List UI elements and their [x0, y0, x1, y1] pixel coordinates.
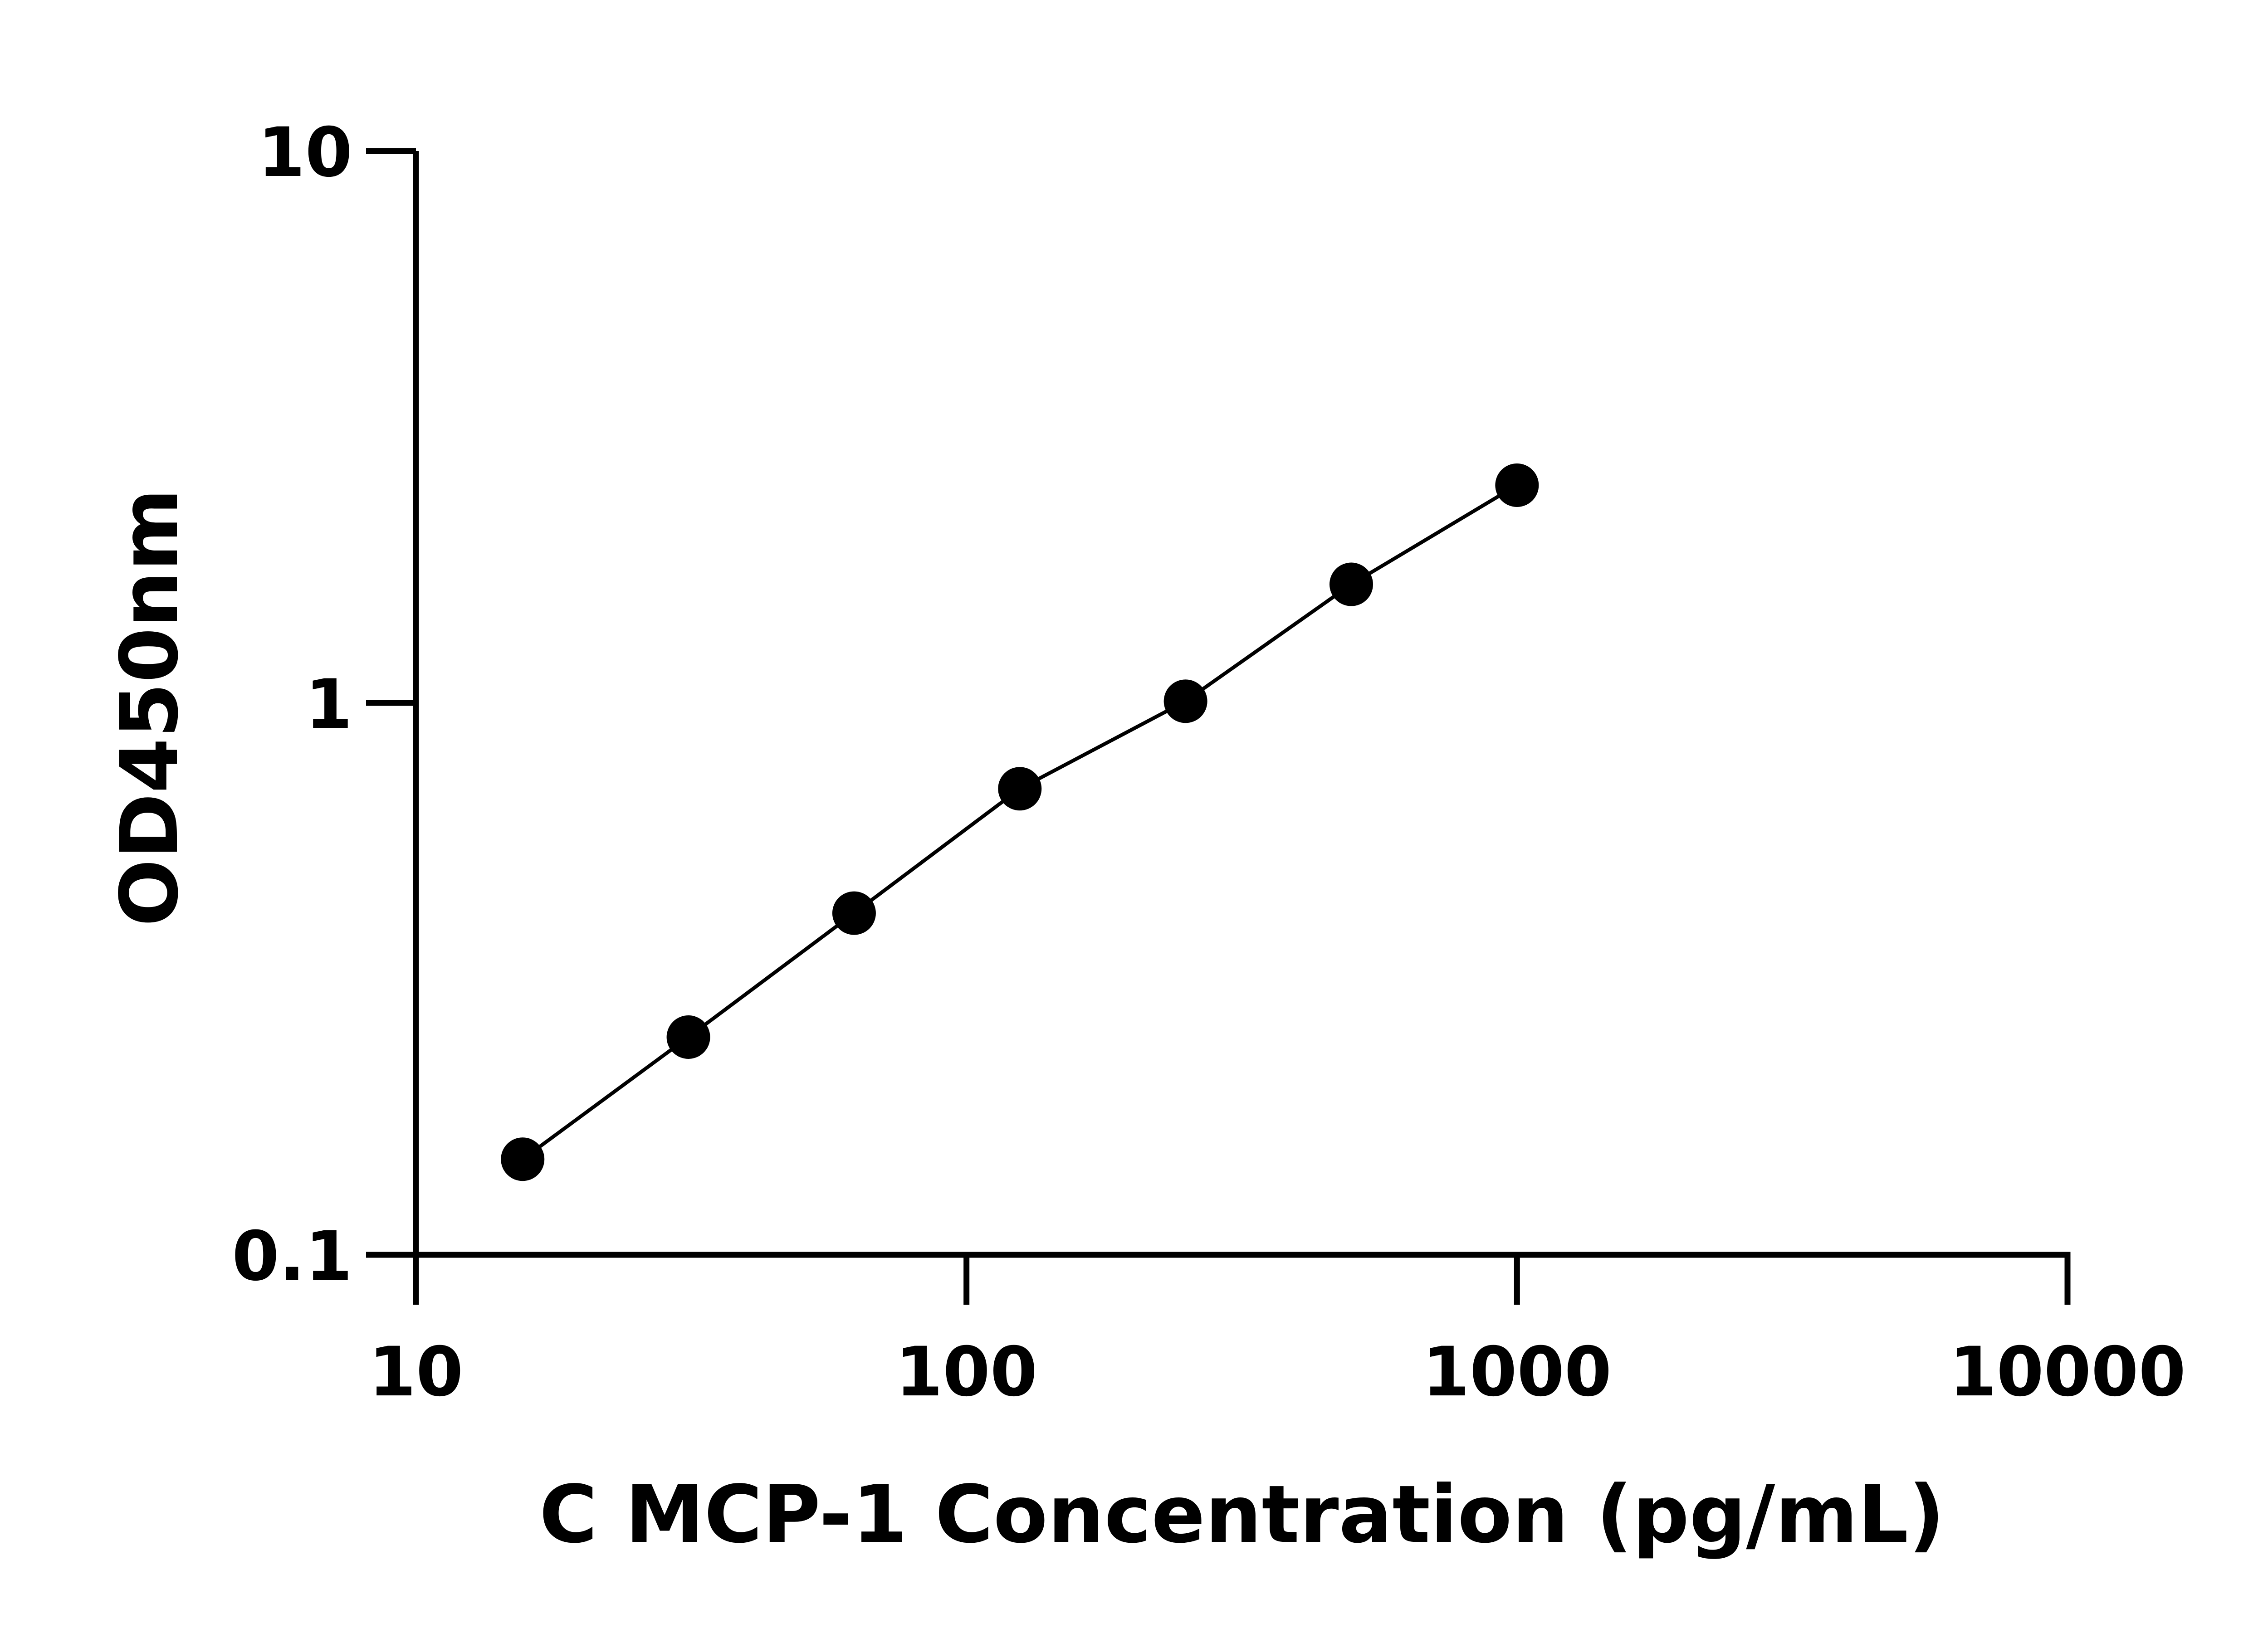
x-tick-label: 100: [895, 1333, 1037, 1412]
y-tick-label: 10: [258, 113, 352, 192]
data-point: [832, 891, 876, 935]
x-tick-label: 10000: [1949, 1333, 2186, 1412]
data-point: [1329, 562, 1373, 606]
y-axis-title: OD450nm: [104, 488, 196, 926]
data-point: [666, 1015, 710, 1059]
data-point: [1163, 679, 1207, 723]
x-tick-label: 1000: [1422, 1333, 1612, 1412]
x-axis-title: C MCP-1 Concentration (pg/mL): [539, 1469, 1945, 1561]
data-point: [998, 767, 1042, 811]
data-point: [1495, 463, 1539, 507]
y-tick-label: 1: [305, 665, 352, 744]
x-tick-label: 10: [369, 1333, 464, 1412]
data-point: [501, 1137, 545, 1181]
y-tick-label: 0.1: [232, 1217, 352, 1296]
